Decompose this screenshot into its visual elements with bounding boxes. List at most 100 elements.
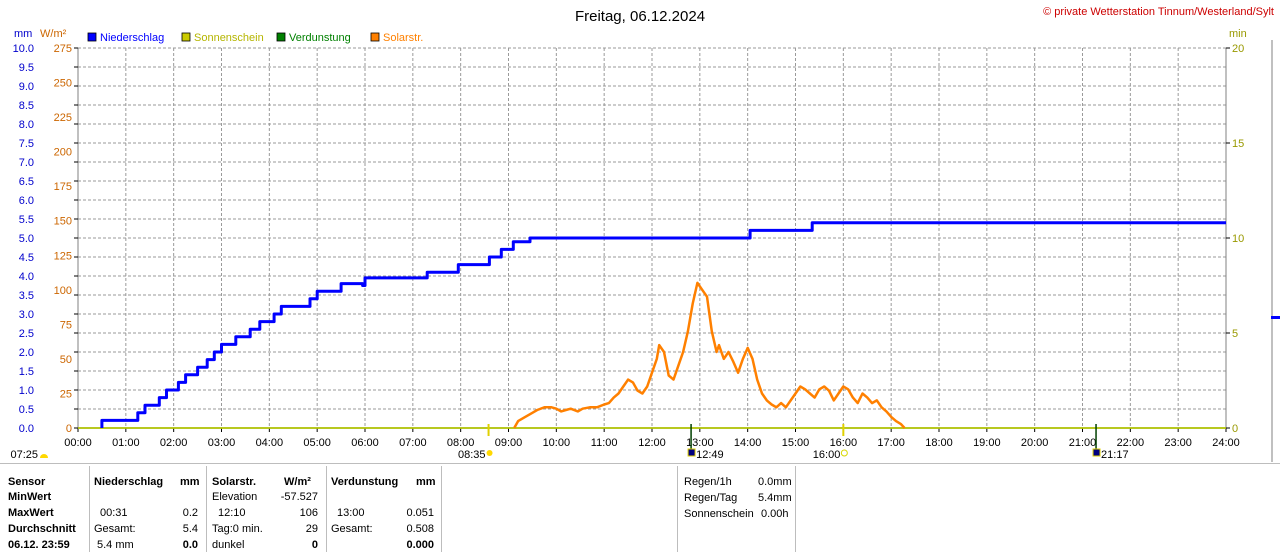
x-tick-label: 19:00 — [973, 437, 1001, 449]
y-tick-mm: 5.5 — [19, 214, 34, 226]
y-tick-wm2: 50 — [60, 354, 72, 366]
x-tick-label: 18:00 — [925, 437, 953, 449]
weather-chart: Freitag, 06.12.2024 © private Wetterstat… — [10, 6, 1280, 462]
x-tick-label: 15:00 — [782, 437, 810, 449]
stats-divider — [441, 466, 442, 552]
solar-header: Solarstr. — [212, 476, 257, 488]
verd-max-time: 13:00 — [337, 507, 365, 519]
x-tick-label: 04:00 — [256, 437, 284, 449]
x-tick-label: 03:00 — [208, 437, 236, 449]
y-tick-mm: 1.0 — [19, 385, 34, 397]
sunset-icon — [840, 449, 848, 457]
y-tick-min: 15 — [1232, 138, 1244, 150]
x-tick-label: 17:00 — [877, 437, 905, 449]
copyright-label: © private Wetterstation Tinnum/Westerlan… — [1043, 6, 1274, 18]
stats-divider — [326, 466, 327, 552]
minwert-label: MinWert — [8, 491, 52, 503]
sun-icon — [486, 450, 493, 456]
y-tick-mm: 0.0 — [19, 423, 34, 435]
sun-event-label: 12:49 — [696, 449, 724, 461]
y-tick-wm2: 250 — [54, 78, 72, 90]
maxwert-label: MaxWert — [8, 507, 54, 519]
nieder-max-value: 0.2 — [182, 507, 198, 519]
verd-unit: mm — [416, 476, 436, 488]
y-tick-wm2: 25 — [60, 388, 72, 400]
y-tick-wm2: 225 — [54, 112, 72, 124]
x-tick-label: 08:00 — [447, 437, 475, 449]
y-tick-wm2: 275 — [54, 43, 72, 55]
noon-icon — [1092, 448, 1101, 457]
legend-swatch — [181, 32, 191, 42]
y-tick-mm: 9.0 — [19, 81, 34, 93]
sun-event-label: 21:17 — [1101, 449, 1129, 461]
y-tick-wm2: 125 — [54, 250, 72, 262]
solar-elevation-value: -57.527 — [280, 491, 318, 503]
x-tick-label: 12:00 — [638, 437, 666, 449]
y-tick-mm: 7.0 — [19, 157, 34, 169]
sonnenschein-value: 0.00h — [761, 508, 789, 520]
nieder-gesamt-label: Gesamt: — [94, 523, 136, 535]
regentag-label: Regen/Tag — [684, 492, 738, 504]
sun-event-label: 07:25 — [10, 449, 38, 461]
regen1h-label: Regen/1h — [684, 476, 732, 488]
x-tick-label: 21:00 — [1069, 437, 1097, 449]
y-tick-wm2: 0 — [66, 423, 72, 435]
nieder-max-time: 00:31 — [100, 507, 128, 519]
y-tick-min: 5 — [1232, 328, 1238, 340]
x-tick-label: 16:00 — [830, 437, 858, 449]
noon-icon — [687, 448, 696, 457]
y-tick-mm: 3.5 — [19, 290, 34, 302]
nieder-header: Niederschlag — [94, 476, 164, 488]
verd-current-value: 0.000 — [406, 539, 434, 551]
sonnenschein-label: Sonnenschein — [684, 508, 754, 520]
durchschnitt-label: Durchschnitt — [8, 523, 76, 535]
sensor-header: Sensor — [8, 476, 46, 488]
solar-max-value: 106 — [299, 507, 318, 519]
stats-divider — [89, 466, 90, 552]
verd-gesamt-value: 0.508 — [406, 523, 434, 535]
y-tick-min: 20 — [1232, 43, 1244, 55]
y-tick-wm2: 100 — [54, 285, 72, 297]
solar-current-label: dunkel — [212, 539, 245, 551]
series-line-niederschlag — [100, 221, 1226, 428]
y-tick-min: 10 — [1232, 233, 1244, 245]
unit-wm2-label: W/m² — [40, 28, 67, 40]
legend: Niederschlag Sonnenschein Verdunstung Solar… — [87, 32, 423, 44]
verd-gesamt-label: Gesamt: — [331, 523, 373, 535]
x-tick-label: 06:00 — [351, 437, 379, 449]
x-tick-label: 22:00 — [1117, 437, 1145, 449]
x-tick-label: 05:00 — [303, 437, 331, 449]
solar-current-value: 0 — [311, 539, 318, 551]
y-tick-min: 0 — [1232, 423, 1238, 435]
y-tick-mm: 0.5 — [19, 404, 34, 416]
y-tick-mm: 6.0 — [19, 195, 34, 207]
solar-tag-label: Tag:0 min. — [212, 523, 263, 535]
solar-tag-value: 29 — [305, 523, 318, 535]
x-tick-label: 10:00 — [543, 437, 571, 449]
sun-events: 07:25 08:35 12:49 16:00 21:17 — [10, 424, 1129, 461]
nieder-gesamt-value: 5.4 — [182, 523, 198, 535]
x-tick-label: 20:00 — [1021, 437, 1049, 449]
legend-swatch — [370, 32, 380, 42]
y-tick-mm: 1.5 — [19, 366, 34, 378]
current-time-label: 06.12. 23:59 — [8, 539, 70, 551]
legend-label: Niederschlag — [100, 32, 164, 44]
regen1h-value: 0.0mm — [758, 476, 792, 488]
y-tick-wm2: 150 — [54, 216, 72, 228]
y-tick-mm: 2.0 — [19, 347, 34, 359]
legend-swatch — [276, 32, 286, 42]
sun-event-label: 16:00 — [813, 449, 841, 461]
chart-title: Freitag, 06.12.2024 — [575, 8, 705, 25]
y-tick-mm: 4.0 — [19, 271, 34, 283]
legend-label: Sonnenschein — [194, 32, 264, 44]
solar-elevation-label: Elevation — [212, 491, 258, 503]
series-layer — [78, 221, 1226, 429]
x-tick-label: 00:00 — [64, 437, 92, 449]
legend-label: Solarstr. — [383, 32, 423, 44]
x-tick-label: 13:00 — [686, 437, 714, 449]
x-tick-label: 02:00 — [160, 437, 188, 449]
y-tick-wm2: 75 — [60, 319, 72, 331]
y-tick-mm: 5.0 — [19, 233, 34, 245]
nieder-unit: mm — [180, 476, 200, 488]
y-tick-mm: 4.5 — [19, 252, 34, 264]
